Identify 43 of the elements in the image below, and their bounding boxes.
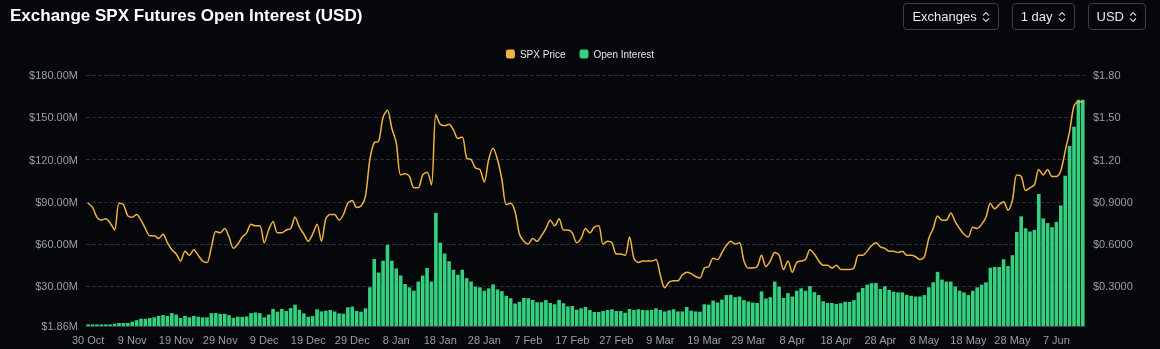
y-tick-label: $30.00M (35, 280, 78, 293)
x-tick-label: 7 Jun (1042, 333, 1070, 346)
x-tick-label: 19 Mar (687, 333, 722, 346)
x-tick-label: 7 Feb (514, 333, 543, 346)
x-tick-label: 8 Jan (382, 333, 410, 346)
y-tick-label: $120.00M (29, 153, 78, 166)
x-tick-label: 18 Apr (820, 333, 853, 346)
x-tick-label: 29 Dec (334, 333, 371, 346)
x-tick-label: 28 Apr (864, 333, 897, 346)
x-tick-label: 17 Feb (555, 333, 590, 346)
line-series (87, 101, 1084, 289)
x-tick-label: 18 Jan (423, 333, 457, 346)
y2-tick-label: $0.9000 (1093, 195, 1133, 208)
x-tick-label: 28 Jan (467, 333, 501, 346)
x-tick-label: 29 Nov (202, 333, 239, 346)
y-tick-label: $150.00M (29, 111, 78, 124)
x-tick-label: 9 Nov (117, 333, 148, 346)
y-tick-label: $1.86M (41, 320, 78, 332)
x-tick-label: 9 Dec (249, 333, 280, 346)
x-tick-label: 19 Dec (290, 333, 327, 346)
x-tick-label: 29 Mar (731, 333, 766, 346)
y2-tick-label: $1.80 (1093, 69, 1121, 81)
legend-label: Open Interest (593, 48, 655, 60)
x-tick-label: 28 May (994, 333, 1031, 346)
x-tick-label: 19 Nov (158, 333, 195, 346)
y2-tick-label: $0.3000 (1093, 280, 1133, 293)
x-tick-label: 8 Apr (779, 333, 806, 346)
x-tick-label: 27 Feb (599, 333, 634, 346)
y-tick-label: $180.00M (29, 69, 78, 81)
x-tick-label: 30 Oct (72, 333, 105, 346)
text: Exchanges (912, 9, 977, 24)
y-tick-label: $90.00M (35, 195, 78, 208)
text: 1 day (1020, 9, 1053, 24)
y2-tick-label: $1.20 (1093, 153, 1121, 166)
x-tick-label: 8 May (909, 333, 940, 346)
y2-tick-label: $1.50 (1093, 111, 1121, 124)
y-tick-label: $60.00M (35, 238, 78, 251)
text: USD (1096, 9, 1124, 24)
y2-tick-label: $0.6000 (1093, 238, 1133, 251)
x-tick-label: 9 Mar (646, 333, 675, 346)
legend-label: SPX Price (519, 48, 566, 60)
chart-title: Exchange SPX Futures Open Interest (USD) (10, 6, 363, 26)
x-tick-label: 18 May (950, 333, 987, 346)
